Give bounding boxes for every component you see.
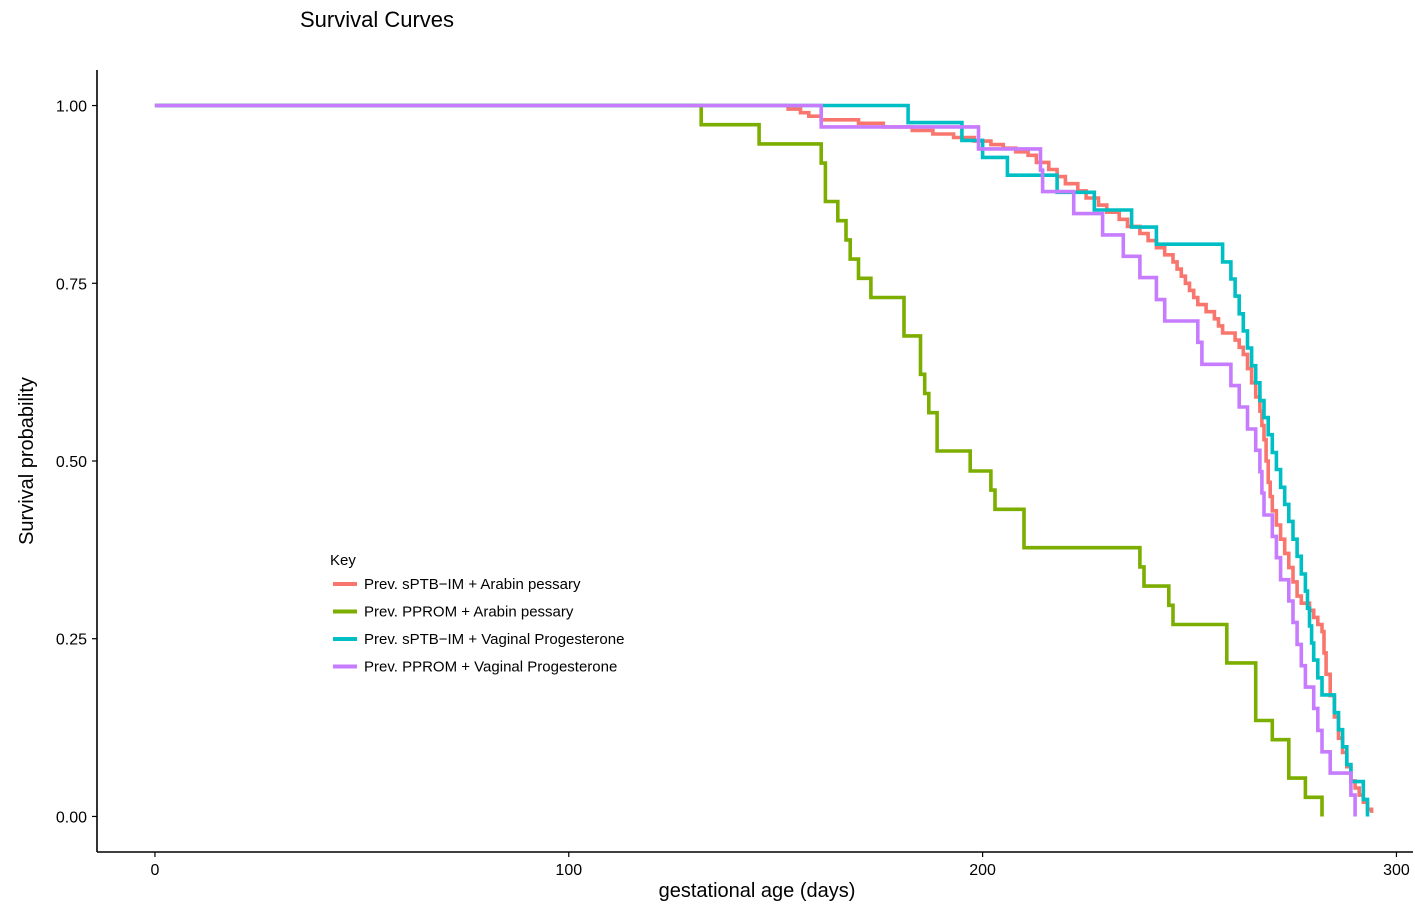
legend-label-2: Prev. sPTB−IM + Vaginal Progesterone <box>364 631 624 648</box>
x-tick-label: 300 <box>1383 862 1410 879</box>
x-tick-label: 0 <box>150 862 159 879</box>
y-tick-label: 0.00 <box>56 809 87 826</box>
y-ticks: 0.00 0.25 0.50 0.75 1.00 <box>56 99 97 826</box>
legend-title: Key <box>330 552 356 569</box>
y-tick-label: 0.50 <box>56 454 87 471</box>
x-ticks: 0 100 200 300 <box>150 852 1410 879</box>
y-axis-title: Survival probability <box>16 377 38 545</box>
y-tick-label: 1.00 <box>56 99 87 116</box>
plot-lines <box>154 103 1374 817</box>
series-line-3 <box>154 103 1357 817</box>
series-line-2 <box>154 103 1370 817</box>
x-axis-title: gestational age (days) <box>659 880 856 902</box>
series-line-1 <box>154 103 1324 817</box>
legend-label-3: Prev. PPROM + Vaginal Progesterone <box>364 659 617 676</box>
legend-label-1: Prev. PPROM + Arabin pessary <box>364 604 574 621</box>
chart-title: Survival Curves <box>300 7 454 32</box>
series-line-0 <box>154 103 1374 813</box>
y-tick-label: 0.75 <box>56 276 87 293</box>
legend: Key Prev. sPTB−IM + Arabin pessaryPrev. … <box>330 552 624 676</box>
legend-items: Prev. sPTB−IM + Arabin pessary Prev. PPRO… <box>333 576 624 676</box>
x-tick-label: 100 <box>555 862 582 879</box>
legend-label-0: Prev. sPTB−IM + Arabin pessary <box>364 576 581 593</box>
x-tick-label: 200 <box>969 862 996 879</box>
y-tick-label: 0.25 <box>56 632 87 649</box>
